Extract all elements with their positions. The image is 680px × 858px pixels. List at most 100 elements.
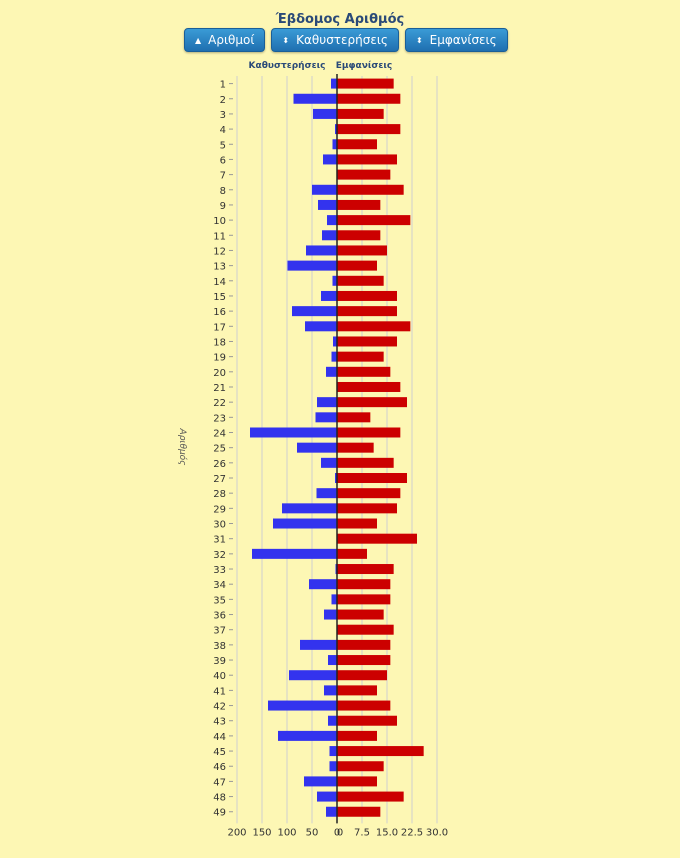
category-label: 30 [213, 520, 226, 531]
category-label: 34 [213, 580, 226, 591]
bar-delay [335, 124, 337, 135]
x-tick-label: 7.5 [354, 827, 370, 838]
sort-by-delays-button[interactable]: ⬍ Καθυστερήσεις [271, 28, 399, 52]
category-label: 12 [213, 246, 226, 257]
category-label: 40 [213, 671, 226, 682]
category-label: 1 [220, 80, 226, 91]
category-label: 29 [213, 504, 226, 515]
category-label: 21 [213, 383, 226, 394]
bar-appearances [337, 639, 391, 650]
bar-appearances [337, 139, 377, 150]
category-label: 11 [213, 231, 226, 242]
bar-appearances [337, 791, 404, 802]
x-tick-label: 100 [277, 827, 296, 838]
bar-delay [333, 336, 337, 347]
bar-appearances [337, 78, 394, 89]
bar-appearances [337, 351, 384, 362]
bar-delay [321, 290, 337, 301]
bar-delay [297, 442, 337, 453]
bar-delay [292, 306, 337, 317]
category-label: 31 [213, 535, 226, 546]
category-labels: 1234567891011121314151617181920212223242… [213, 80, 233, 819]
bar-appearances [337, 715, 397, 726]
bar-appearances [337, 154, 397, 165]
category-label: 3 [220, 110, 226, 121]
bar-appearances [337, 761, 384, 772]
bar-appearances [337, 609, 384, 620]
bar-appearances [337, 746, 424, 757]
category-label: 42 [213, 702, 226, 713]
category-label: 36 [213, 611, 226, 622]
x-tick-label: 15.0 [376, 827, 398, 838]
sort-by-appearances-button[interactable]: ⬍ Εμφανίσεις [404, 28, 508, 52]
bar-appearances [337, 670, 387, 681]
bar-appearances [337, 306, 397, 317]
bar-appearances [337, 290, 397, 301]
bar-delay [315, 412, 337, 423]
category-label: 13 [213, 262, 226, 273]
bar-delay [293, 93, 337, 104]
bar-delay [321, 457, 337, 468]
bar-appearances [337, 533, 417, 544]
category-label: 32 [213, 550, 226, 561]
left-header: Καθυστερήσεις [249, 61, 326, 71]
category-label: 19 [213, 353, 226, 364]
sort-icon: ⬍ [415, 35, 423, 45]
category-label: 43 [213, 717, 226, 728]
bar-delay [329, 761, 337, 772]
category-label: 18 [213, 337, 226, 348]
bar-appearances [337, 427, 401, 438]
bar-appearances [337, 260, 377, 271]
axis-ticks: 200 150 100 50 00 7.5 15.0 22.5 30.0 [227, 827, 448, 838]
bar-appearances [337, 397, 407, 408]
bar-delay [328, 655, 337, 666]
category-label: 28 [213, 489, 226, 500]
bar-delay [326, 366, 337, 377]
bar-delay [326, 806, 337, 817]
bar-appearances [337, 169, 391, 180]
bar-delay [316, 488, 337, 499]
bar-delay [287, 260, 337, 271]
category-label: 9 [220, 201, 226, 212]
button-label: Εμφανίσεις [429, 33, 497, 47]
category-label: 48 [213, 793, 226, 804]
category-label: 39 [213, 656, 226, 667]
bar-delay [250, 427, 337, 438]
bar-delay [329, 746, 337, 757]
bar-delay [318, 199, 337, 210]
bar-delay [317, 791, 337, 802]
right-header: Εμφανίσεις [336, 60, 393, 71]
bar-appearances [337, 579, 391, 590]
category-label: 8 [220, 186, 226, 197]
bar-delay [273, 518, 337, 529]
category-label: 10 [213, 216, 226, 227]
bar-delay [322, 230, 337, 241]
sort-by-number-button[interactable]: ▲ Αριθμοί [184, 28, 266, 52]
bar-delay [332, 275, 337, 286]
category-label: 35 [213, 595, 226, 606]
category-label: 47 [213, 777, 226, 788]
bar-delay [331, 78, 337, 89]
bar-delay [300, 639, 337, 650]
bar-appearances [337, 730, 377, 741]
bar-delay [268, 700, 337, 711]
category-label: 44 [213, 732, 226, 743]
category-label: 6 [220, 155, 226, 166]
category-label: 37 [213, 626, 226, 637]
bar-appearances [337, 518, 377, 529]
bar-appearances [337, 564, 394, 575]
bar-appearances [337, 548, 367, 559]
x-tick-label: 0 [337, 827, 343, 838]
x-tick-label: 0 [334, 827, 340, 838]
bar-appearances [337, 93, 401, 104]
bar-delay [323, 154, 337, 165]
category-label: 7 [220, 171, 226, 182]
bar-delay [305, 321, 337, 332]
sort-icon: ⬍ [282, 35, 290, 45]
bar-appearances [337, 275, 384, 286]
bar-appearances [337, 700, 391, 711]
bar-appearances [337, 412, 371, 423]
bar-appearances [337, 124, 401, 135]
category-label: 27 [213, 474, 226, 485]
